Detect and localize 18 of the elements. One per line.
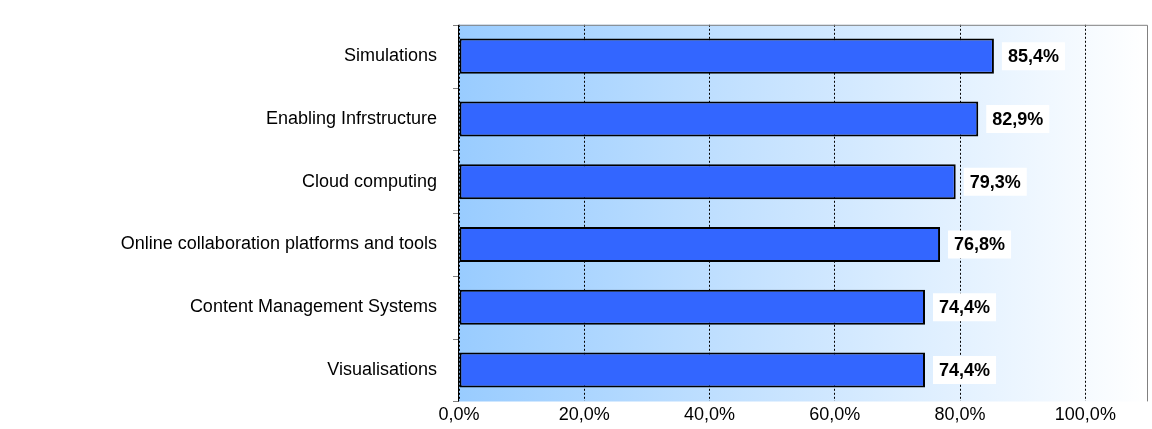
y-tick-label: Cloud computing	[301, 170, 437, 191]
x-tick-label: 20,0%	[558, 404, 610, 425]
data-label: 82,9%	[992, 108, 1044, 129]
x-tick-label: 60,0%	[809, 404, 861, 425]
x-tick-label: 80,0%	[934, 404, 986, 425]
x-tick-label: 100,0%	[1054, 404, 1116, 425]
data-label: 74,4%	[939, 359, 991, 380]
y-tick-label: Content Management Systems	[189, 296, 437, 317]
data-label: 85,4%	[1007, 46, 1059, 67]
y-tick-label: Visualisations	[327, 358, 437, 379]
x-tick-label: 40,0%	[684, 404, 736, 425]
y-tick-label: Enabling Infrstructure	[265, 107, 437, 128]
data-label: 74,4%	[939, 297, 991, 318]
y-tick-label: Online collaboration platforms and tools	[120, 233, 437, 254]
x-tick-label: 0,0%	[438, 404, 480, 425]
y-tick-label: Simulations	[343, 45, 437, 66]
data-label: 79,3%	[969, 171, 1021, 192]
data-label: 76,8%	[954, 234, 1006, 255]
